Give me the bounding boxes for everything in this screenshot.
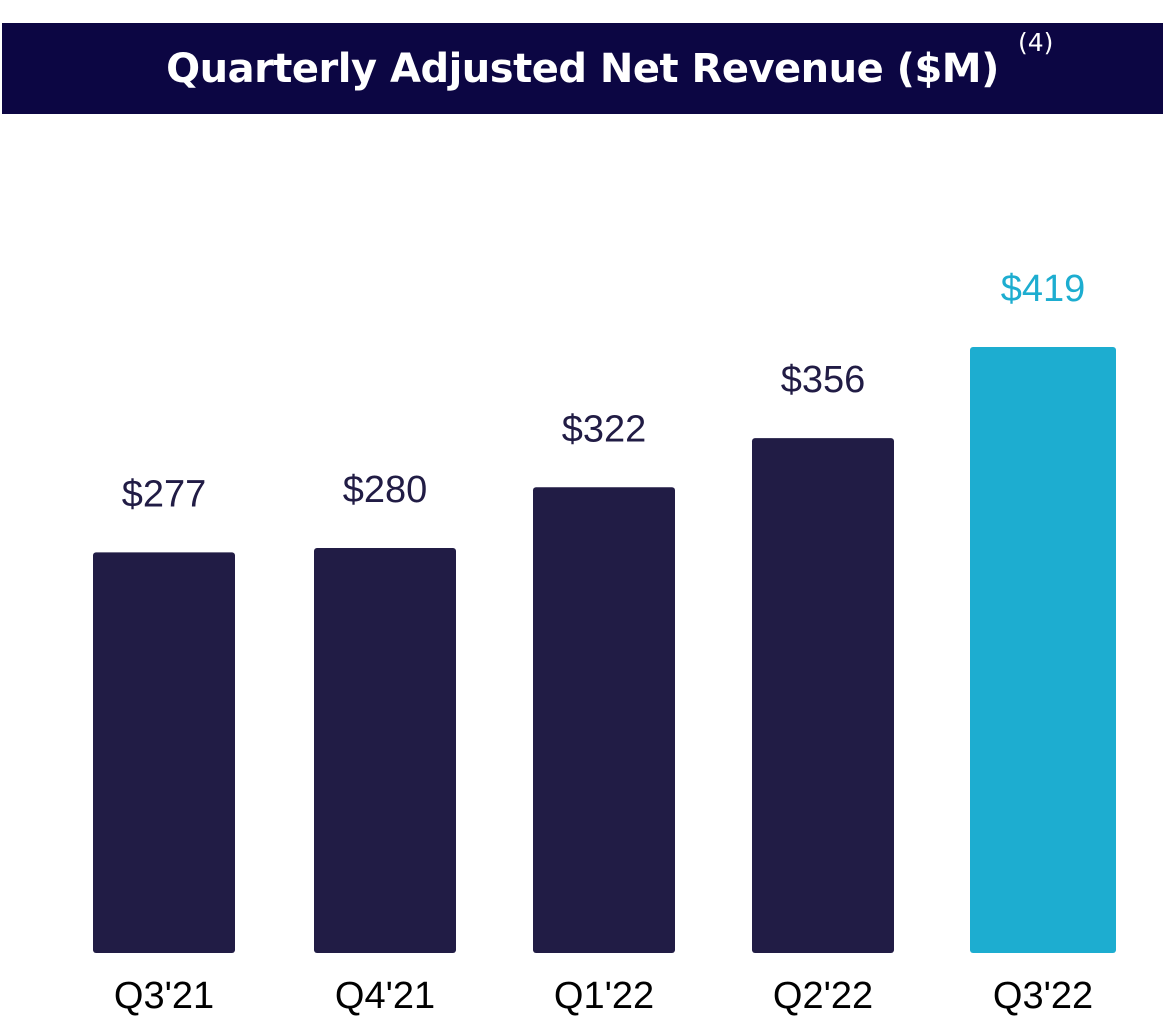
x-tick-label: Q3'22 [993,975,1093,1017]
chart-title-footnote: (4) [1018,28,1054,57]
value-label: $280 [343,469,428,511]
x-tick-label: Q3'21 [114,975,214,1017]
chart-title: Quarterly Adjusted Net Revenue ($M) [166,46,999,92]
value-label: $322 [562,408,647,450]
bar-q222 [752,438,894,953]
chart-title-bar [2,23,1163,114]
value-label: $277 [122,473,207,515]
value-label: $356 [781,359,866,401]
bar-q122 [533,487,675,953]
bar-q322 [970,347,1116,953]
x-tick-label: Q1'22 [554,975,654,1017]
value-label: $419 [1001,268,1086,310]
x-tick-label: Q4'21 [335,975,435,1017]
bar-q321 [93,552,235,953]
x-tick-label: Q2'22 [773,975,873,1017]
bar-q421 [314,548,456,953]
